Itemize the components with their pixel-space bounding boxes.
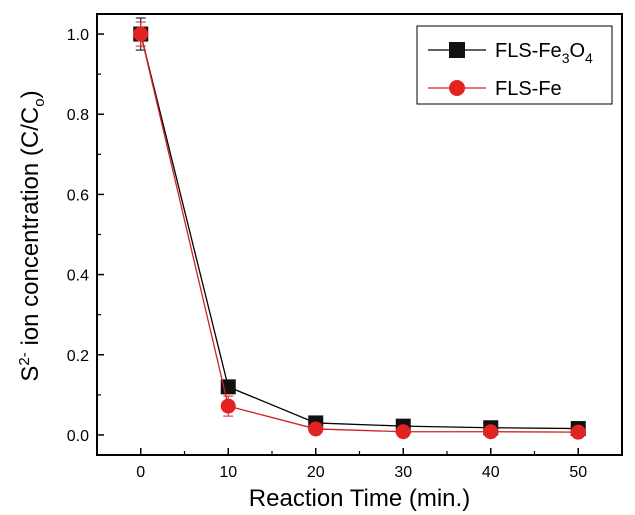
x-tick-label: 50 <box>569 464 587 481</box>
data-point-circle <box>395 424 411 440</box>
x-tick-label: 0 <box>136 464 145 481</box>
series-circle <box>133 21 586 440</box>
y-tick-label: 0.6 <box>67 187 89 204</box>
x-tick-label: 20 <box>307 464 325 481</box>
data-point-circle <box>308 421 324 437</box>
y-tick-label: 0.2 <box>67 348 89 365</box>
legend-label-part: 4 <box>585 50 593 66</box>
data-point-circle <box>133 26 149 42</box>
legend-marker-square <box>449 42 465 58</box>
y-axis-title-prefix: S <box>17 366 44 382</box>
series-layer <box>133 17 586 440</box>
legend-marker-circle <box>449 80 465 96</box>
y-tick-label: 1.0 <box>67 27 89 44</box>
series-line <box>140 33 579 433</box>
y-tick-label: 0.8 <box>67 107 89 124</box>
legend-item: FLS-Fe3O4 <box>428 40 593 66</box>
legend-label-part: FLS-Fe <box>495 40 562 62</box>
series-line <box>140 33 579 430</box>
legend-box <box>416 25 613 105</box>
data-point-circle <box>483 424 499 440</box>
data-point-circle <box>570 424 586 440</box>
y-axis-title-middle: ion concentration (C/C <box>17 107 44 352</box>
y-axis-title-superscript: 2- <box>16 352 33 365</box>
data-point-circle <box>220 398 236 414</box>
x-tick-label: 40 <box>482 464 500 481</box>
x-axis-ticks: 0 10 20 30 40 50 <box>136 448 587 481</box>
x-tick-label: 10 <box>219 464 237 481</box>
legend-label-part: O <box>569 40 585 62</box>
y-tick-label: 0.0 <box>67 428 89 445</box>
legend-label: FLS-Fe <box>495 78 562 100</box>
y-axis-title-suffix: ) <box>17 90 44 98</box>
legend-item: FLS-Fe <box>428 78 562 100</box>
y-axis-title: S2- ion concentration (C/Co) <box>16 90 48 381</box>
y-tick-label: 0.4 <box>67 268 89 285</box>
x-axis-title: Reaction Time (min.) <box>249 485 470 512</box>
x-tick-label: 30 <box>394 464 412 481</box>
legend-label-part: 3 <box>562 50 570 66</box>
legend-label: FLS-Fe3O4 <box>495 40 593 66</box>
y-axis-title-subscript: o <box>31 98 48 106</box>
legend-label-part: FLS-Fe <box>495 78 562 100</box>
y-axis-ticks: 0.0 0.2 0.4 0.6 0.8 1.0 <box>67 27 104 445</box>
